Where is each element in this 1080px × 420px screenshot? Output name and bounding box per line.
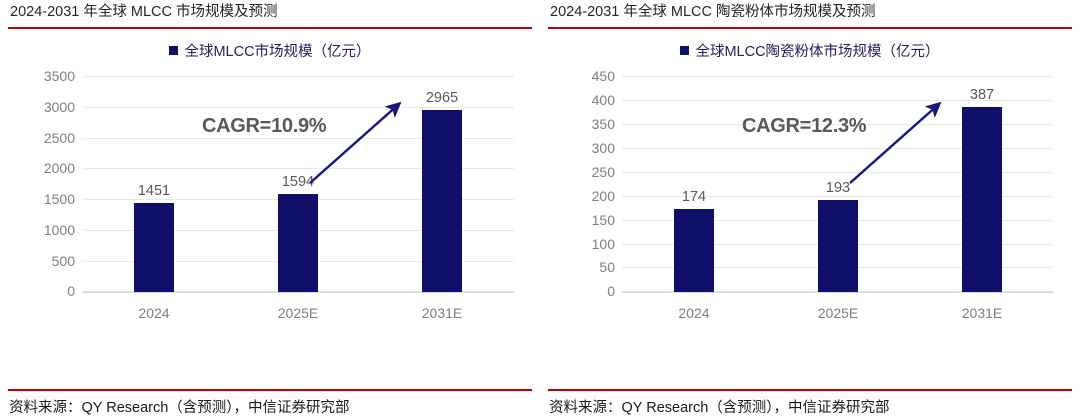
y-axis-tick-label: 250 xyxy=(591,163,615,180)
y-axis-tick-label: 300 xyxy=(591,139,615,156)
y-axis-tick-label: 350 xyxy=(591,116,615,133)
y-axis-tick-label: 200 xyxy=(591,187,615,204)
y-axis-tick-label: 400 xyxy=(591,92,615,109)
bars-group: 174 2024 193 2025E 387 2031E xyxy=(622,77,1054,321)
bar-value-label: 2965 xyxy=(425,90,459,107)
bars-group: 1451 2024 1594 2025E 2965 2031E xyxy=(82,77,514,321)
bar[interactable] xyxy=(674,209,714,293)
bar-slot: 193 2025E xyxy=(766,77,910,321)
bar[interactable] xyxy=(962,107,1002,293)
legend-swatch-icon xyxy=(680,45,690,55)
y-axis-tick-label: 150 xyxy=(591,211,615,228)
footer-rule xyxy=(8,389,532,391)
cagr-annotation: CAGR=10.9% xyxy=(202,115,327,138)
gridline: 2500 xyxy=(44,130,514,146)
bar-value-label: 1451 xyxy=(137,183,171,200)
bar-slot: 387 2031E xyxy=(910,77,1054,321)
y-axis-tick-label: 3500 xyxy=(43,68,75,85)
bar-chart: 3500 3000 2500 2000 1500 1000 500 0 1451 2024 1594… xyxy=(8,68,532,331)
footer-rule xyxy=(548,389,1072,391)
bar-slot: 174 2024 xyxy=(622,77,766,321)
x-axis-tick-label: 2024 xyxy=(678,305,710,322)
panel-mlcc-market-size: 2024-2031 年全球 MLCC 市场规模及预测 全球MLCC市场规模（亿元… xyxy=(8,4,532,416)
gridline: 250 xyxy=(592,164,1054,180)
bar-value-label: 174 xyxy=(681,189,707,206)
legend-label: 全球MLCC陶瓷粉体市场规模（亿元） xyxy=(695,43,940,60)
bar[interactable] xyxy=(818,200,858,293)
gridline: 350 xyxy=(592,116,1054,132)
gridline: 3500 xyxy=(44,68,514,84)
gridline: 200 xyxy=(592,188,1054,204)
legend-swatch-icon xyxy=(169,45,179,55)
y-axis-tick-label: 0 xyxy=(607,283,615,300)
panel-title: 2024-2031 年全球 MLCC 市场规模及预测 xyxy=(10,4,278,20)
y-axis-tick-label: 500 xyxy=(51,252,75,269)
y-axis-tick-label: 1500 xyxy=(43,191,75,208)
chart-legend: 全球MLCC陶瓷粉体市场规模（亿元） xyxy=(548,31,1072,69)
bar-slot: 2965 2031E xyxy=(370,77,514,321)
bar-value-label: 193 xyxy=(825,180,851,197)
bar[interactable] xyxy=(134,203,174,293)
gridline: 400 xyxy=(592,92,1054,108)
legend-label: 全球MLCC市场规模（亿元） xyxy=(184,43,371,60)
cagr-annotation: CAGR=12.3% xyxy=(742,115,867,138)
plot-area: 3500 3000 2500 2000 1500 1000 500 0 1451 2024 1594… xyxy=(44,68,514,321)
y-axis-tick-label: 0 xyxy=(67,283,75,300)
x-axis-tick-label: 2025E xyxy=(277,305,319,322)
gridline: 300 xyxy=(592,140,1054,156)
y-axis-tick-label: 2000 xyxy=(43,160,75,177)
source-note: 资料来源：QY Research（含预测），中信证券研究部 xyxy=(549,400,890,416)
panel-mlcc-ceramic-powder-market-size: 2024-2031 年全球 MLCC 陶瓷粉体市场规模及预测 全球MLCC陶瓷粉… xyxy=(540,0,1080,420)
y-axis-tick-label: 2500 xyxy=(43,129,75,146)
y-axis-tick-label: 450 xyxy=(591,68,615,85)
source-note: 资料来源：QY Research（含预测），中信证券研究部 xyxy=(9,400,350,416)
y-axis-tick-label: 1000 xyxy=(43,221,75,238)
gridline: 2000 xyxy=(44,160,514,176)
bar-value-label: 1594 xyxy=(281,174,315,191)
y-axis-tick-label: 3000 xyxy=(43,99,75,116)
bar[interactable] xyxy=(422,110,462,293)
x-axis-tick-label: 2031E xyxy=(961,305,1003,322)
plot-area: 450 400 350 300 250 200 150 100 50 0 174 2024 193 202… xyxy=(592,68,1054,321)
gridline: 3000 xyxy=(44,99,514,115)
title-underline-rule xyxy=(548,27,1072,30)
bar-slot: 1451 2024 xyxy=(82,77,226,321)
chart-legend: 全球MLCC市场规模（亿元） xyxy=(8,31,532,69)
bar-slot: 1594 2025E xyxy=(226,77,370,321)
gridline: 450 xyxy=(592,68,1054,84)
x-axis-tick-label: 2024 xyxy=(138,305,170,322)
panel-title: 2024-2031 年全球 MLCC 陶瓷粉体市场规模及预测 xyxy=(550,4,876,20)
bar-value-label: 387 xyxy=(969,87,995,104)
y-axis-tick-label: 100 xyxy=(591,235,615,252)
bar-chart: 450 400 350 300 250 200 150 100 50 0 174 2024 193 202… xyxy=(548,68,1072,331)
x-axis-tick-label: 2025E xyxy=(817,305,859,322)
bar[interactable] xyxy=(278,194,318,293)
x-axis-tick-label: 2031E xyxy=(421,305,463,322)
y-axis-tick-label: 50 xyxy=(599,259,615,276)
title-underline-rule xyxy=(8,27,532,30)
